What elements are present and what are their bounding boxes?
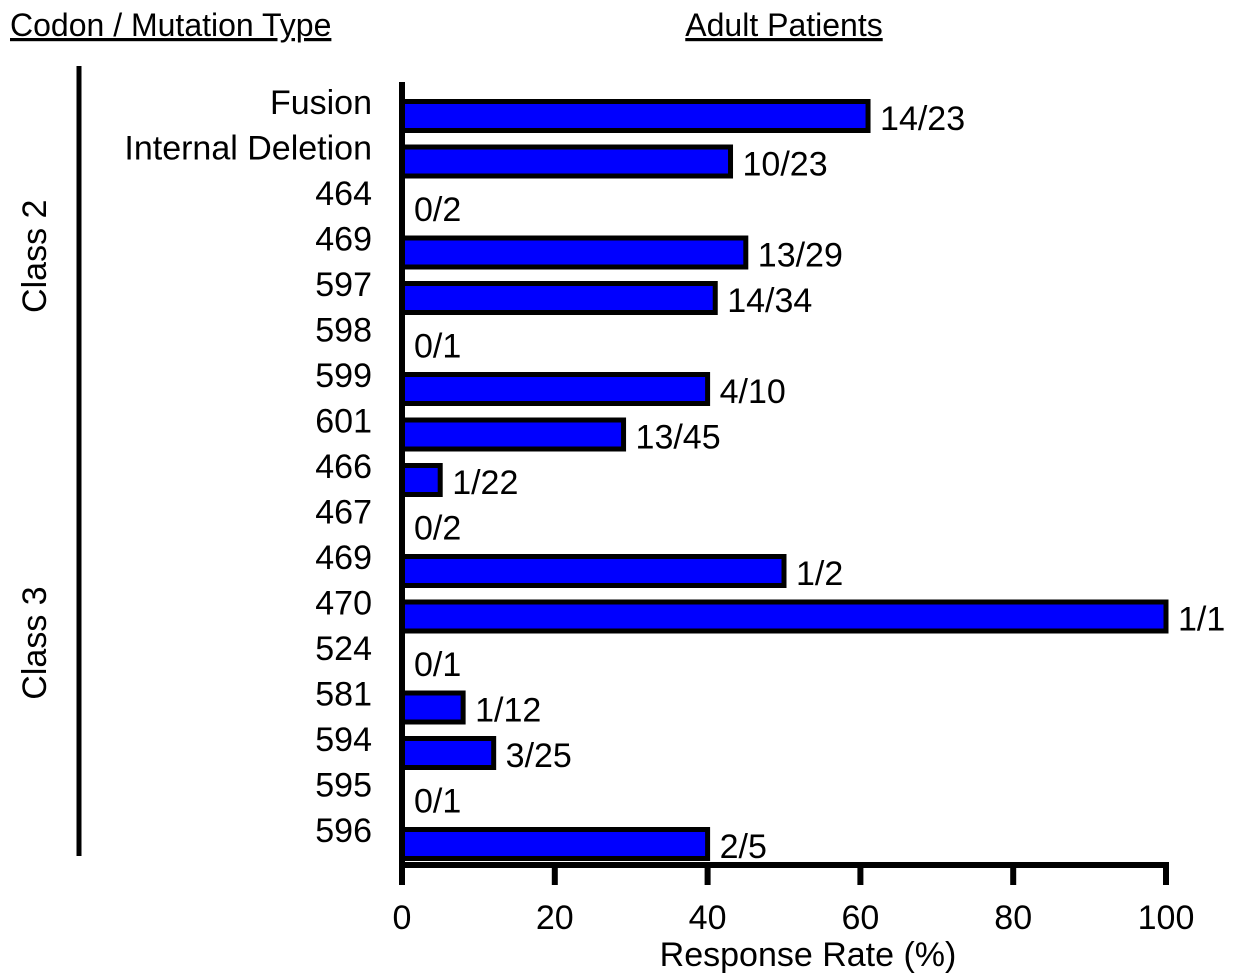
x-tick-label: 80 xyxy=(994,899,1032,937)
data-label: 14/23 xyxy=(880,100,965,138)
category-labels: Fusion Internal Deletion 464 469 597 598 599 60… xyxy=(124,84,372,850)
bar xyxy=(399,736,497,770)
header-adult-patients: Adult Patients xyxy=(685,7,882,43)
bar xyxy=(399,690,466,725)
category-label: 469 xyxy=(315,539,372,577)
bar xyxy=(399,235,749,270)
data-label: 0/1 xyxy=(414,783,461,821)
bar xyxy=(399,99,871,133)
bar xyxy=(399,827,711,861)
data-label: 1/22 xyxy=(452,464,518,502)
data-label: 14/34 xyxy=(727,282,812,320)
data-labels: 14/23 10/23 0/2 13/29 14/34 0/1 4/10 13/45 1/22 0… xyxy=(414,100,1225,866)
x-tick-label: 60 xyxy=(841,899,879,937)
category-label: 599 xyxy=(315,357,372,395)
data-label: 1/2 xyxy=(796,555,843,593)
category-label: 601 xyxy=(315,403,372,441)
data-label: 3/25 xyxy=(506,737,572,775)
category-label: 598 xyxy=(315,312,372,350)
axes: 0 20 40 60 80 100 xyxy=(393,82,1195,937)
data-label: 13/29 xyxy=(758,237,843,275)
category-label: 595 xyxy=(315,767,372,805)
x-tick-label: 100 xyxy=(1138,899,1195,937)
category-label: 594 xyxy=(315,721,372,759)
category-label: 467 xyxy=(315,494,372,532)
group-label: Class 3 xyxy=(16,586,54,699)
x-tick-label: 40 xyxy=(689,899,727,937)
data-label: 10/23 xyxy=(743,146,828,184)
category-label: Fusion xyxy=(270,84,372,122)
data-label: 0/1 xyxy=(414,646,461,684)
category-label: Internal Deletion xyxy=(124,130,372,168)
bar xyxy=(399,599,1169,634)
header-codon-mutation-type: Codon / Mutation Type xyxy=(10,7,331,43)
bar xyxy=(399,554,787,588)
x-axis-title: Response Rate (%) xyxy=(660,936,957,974)
bar xyxy=(399,417,627,452)
x-tick-label: 20 xyxy=(536,899,574,937)
x-tick-label: 0 xyxy=(393,899,412,937)
class-groups: Class 2 Class 3 xyxy=(16,66,82,856)
category-label: 470 xyxy=(315,585,372,623)
bar xyxy=(399,144,734,179)
data-label: 0/1 xyxy=(414,328,461,366)
category-label: 469 xyxy=(315,221,372,259)
bar xyxy=(399,463,443,497)
category-label: 464 xyxy=(315,175,372,213)
data-label: 0/2 xyxy=(414,191,461,229)
category-label: 524 xyxy=(315,630,372,668)
category-label: 597 xyxy=(315,266,372,304)
category-label: 581 xyxy=(315,676,372,714)
data-label: 1/12 xyxy=(475,692,541,730)
category-label: 596 xyxy=(315,812,372,850)
data-label: 4/10 xyxy=(720,373,786,411)
data-label: 13/45 xyxy=(636,419,721,457)
group-label: Class 2 xyxy=(16,200,54,313)
bar xyxy=(399,372,711,406)
data-label: 2/5 xyxy=(720,828,767,866)
category-label: 466 xyxy=(315,448,372,486)
data-label: 0/2 xyxy=(414,510,461,548)
bar xyxy=(399,281,718,315)
data-label: 1/1 xyxy=(1178,601,1225,639)
